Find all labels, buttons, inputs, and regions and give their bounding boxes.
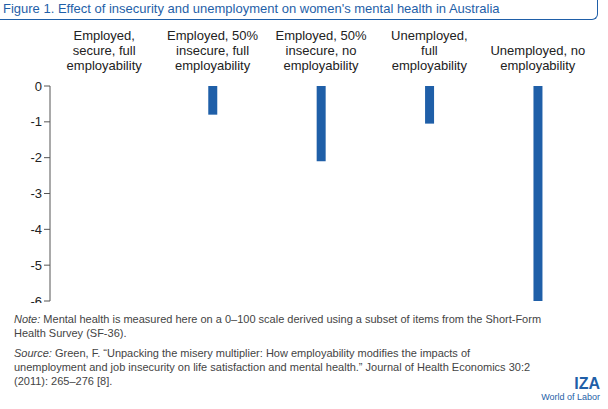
svg-text:-6: -6: [30, 294, 42, 303]
html-text:Source: Green, F. “Unpacking t: Source: Green, F. “Unpacking the misery …: [14, 347, 531, 387]
svg-text:-4: -4: [30, 222, 42, 237]
html-text:World of Labor: World of Labor: [541, 392, 600, 402]
html-text:Note: Mental health is measure: Note: Mental health is measured here on …: [14, 313, 542, 339]
svg-text:Employed, 50%insecure, noemplo: Employed, 50%insecure, noemployability: [275, 28, 366, 73]
svg-text:-2: -2: [30, 150, 42, 165]
svg-text:Unemployed, noemployability: Unemployed, noemployability: [490, 43, 585, 73]
html-text:IZA: IZA: [574, 375, 600, 392]
svg-text:Unemployed,fullemployability: Unemployed,fullemployability: [391, 28, 468, 73]
svg-text:-5: -5: [30, 258, 42, 273]
svg-text:-3: -3: [30, 186, 42, 201]
svg-text:Employed, 50%insecure, fullemp: Employed, 50%insecure, fullemployability: [167, 28, 258, 73]
svg-text:0: 0: [35, 79, 42, 94]
svg-text:-1: -1: [30, 114, 42, 129]
html-text:Figure 1. Effect of insecurity: Figure 1. Effect of insecurity and unemp…: [3, 1, 500, 16]
svg-text:Employed,secure, fullemployabi: Employed,secure, fullemployability: [67, 28, 143, 73]
